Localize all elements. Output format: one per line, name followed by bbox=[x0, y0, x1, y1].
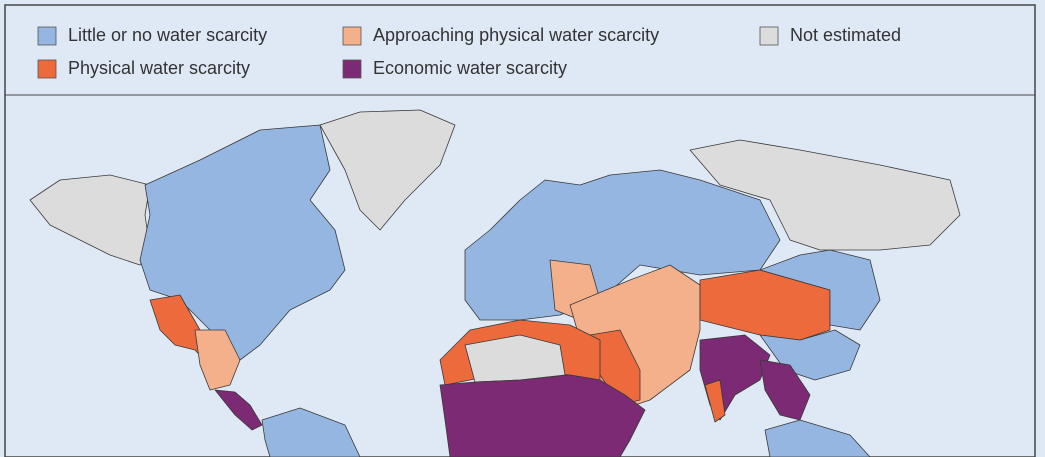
legend-swatch bbox=[342, 59, 362, 79]
mongolia-korea bbox=[759, 249, 881, 331]
south-america bbox=[261, 407, 361, 457]
indonesia bbox=[764, 419, 871, 457]
greenland bbox=[319, 109, 456, 231]
legend-label: Not estimated bbox=[790, 25, 901, 45]
legend-label: Physical water scarcity bbox=[68, 58, 250, 78]
legend-swatch bbox=[342, 26, 362, 46]
legend-label: Economic water scarcity bbox=[373, 58, 567, 78]
land-masses bbox=[29, 109, 961, 457]
legend-swatch bbox=[37, 59, 57, 79]
sub-saharan-africa bbox=[439, 374, 646, 457]
central-america bbox=[214, 389, 263, 431]
india-south bbox=[704, 379, 726, 423]
legend-swatch bbox=[37, 26, 57, 46]
canada-usa bbox=[139, 124, 346, 361]
legend-label: Approaching physical water scarcity bbox=[373, 25, 659, 45]
legend: Little or no water scarcity Approaching p… bbox=[37, 25, 901, 79]
legend-swatch bbox=[759, 26, 779, 46]
mexico-east bbox=[194, 329, 241, 391]
east-siberia bbox=[689, 139, 961, 251]
legend-label: Little or no water scarcity bbox=[68, 25, 267, 45]
